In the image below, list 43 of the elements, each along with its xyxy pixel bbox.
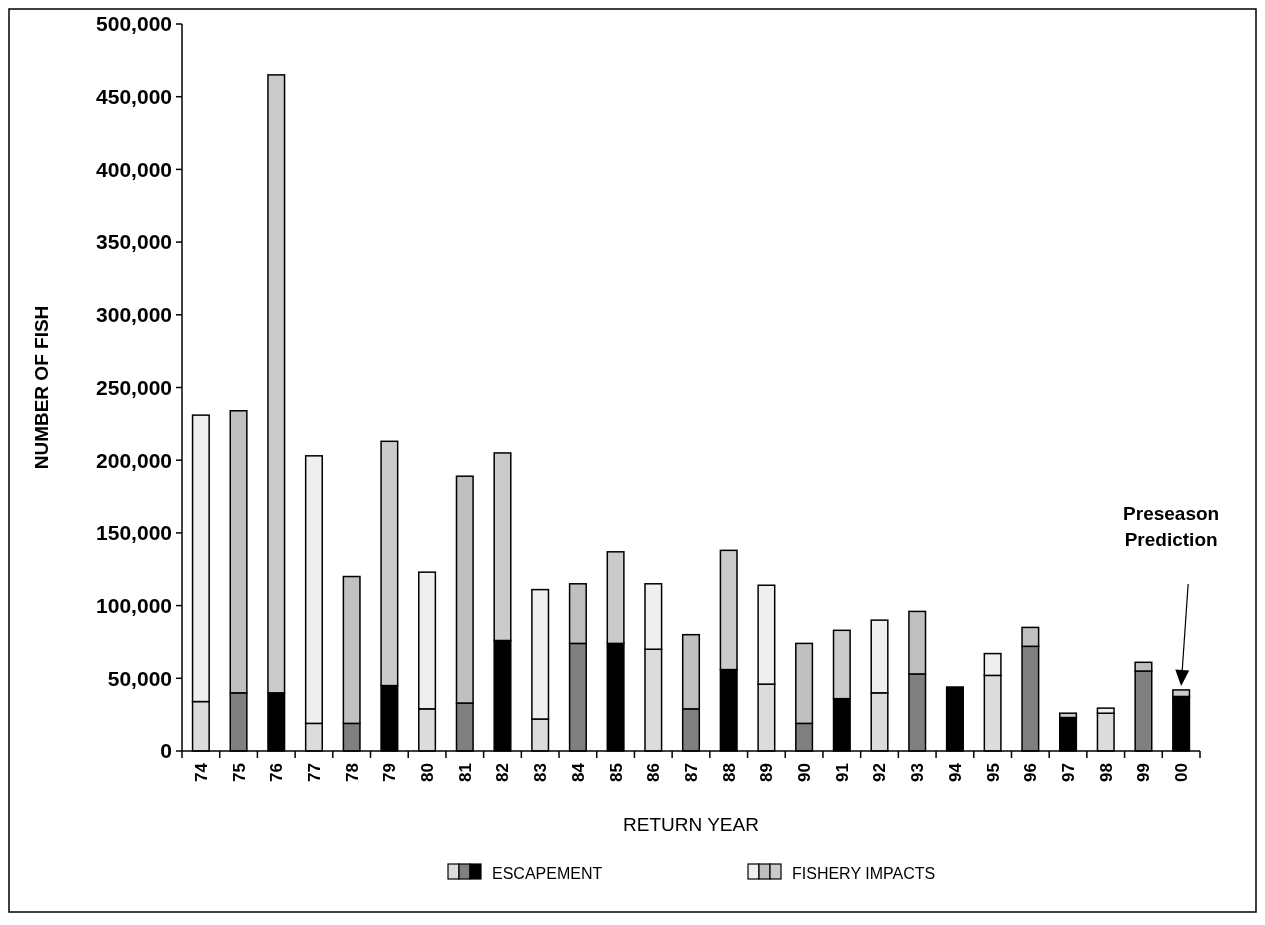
- y-tick-label: 350,000: [96, 230, 172, 254]
- x-tick-label: 91: [832, 763, 852, 782]
- legend-label: FISHERY IMPACTS: [792, 864, 936, 882]
- annotation: Preseason Prediction: [1123, 502, 1220, 550]
- y-tick-label: 450,000: [96, 85, 172, 109]
- x-tick-label: 92: [870, 763, 890, 782]
- x-tick-label: 90: [795, 763, 815, 782]
- x-tick-label: 85: [606, 763, 626, 782]
- x-tick-label: 79: [380, 763, 400, 782]
- y-tick-label: 200,000: [96, 448, 172, 472]
- x-tick-label: 75: [229, 763, 249, 782]
- x-tick-label: 84: [568, 762, 588, 782]
- y-tick-label: 50,000: [107, 666, 172, 690]
- y-tick-label: 0: [160, 739, 172, 763]
- x-tick-label: 78: [342, 763, 362, 782]
- x-tick-label: 93: [908, 763, 928, 782]
- y-tick-label: 300,000: [96, 303, 172, 327]
- legend-label: ESCAPEMENT: [492, 864, 603, 882]
- x-tick-label: 74: [191, 762, 211, 782]
- y-tick-label: 400,000: [96, 157, 172, 181]
- x-tick-label: 88: [719, 763, 739, 782]
- x-tick-label: 94: [945, 762, 965, 782]
- x-tick-label: 80: [418, 763, 438, 782]
- x-tick-label: 97: [1058, 763, 1078, 782]
- x-tick-label: 86: [644, 763, 664, 782]
- y-axis-title: NUMBER OF FISH: [31, 305, 52, 470]
- y-tick-label: 100,000: [96, 593, 172, 617]
- x-tick-label: 83: [531, 763, 551, 782]
- y-tick-label: 250,000: [96, 375, 172, 399]
- y-tick-label: 500,000: [96, 12, 172, 36]
- x-tick-label: 89: [757, 763, 777, 782]
- x-tick-label: 87: [681, 763, 701, 782]
- x-tick-label: 00: [1172, 763, 1192, 782]
- x-tick-label: 95: [983, 763, 1003, 782]
- x-tick-label: 98: [1096, 763, 1116, 782]
- x-tick-label: 81: [455, 763, 475, 782]
- x-tick-label: 96: [1021, 763, 1041, 782]
- x-tick-label: 82: [493, 763, 513, 782]
- x-tick-label: 77: [304, 763, 324, 782]
- y-tick-label: 150,000: [96, 521, 172, 545]
- x-tick-label: 99: [1134, 763, 1154, 782]
- x-tick-label: 76: [267, 763, 287, 782]
- x-axis-title: RETURN YEAR: [623, 814, 759, 835]
